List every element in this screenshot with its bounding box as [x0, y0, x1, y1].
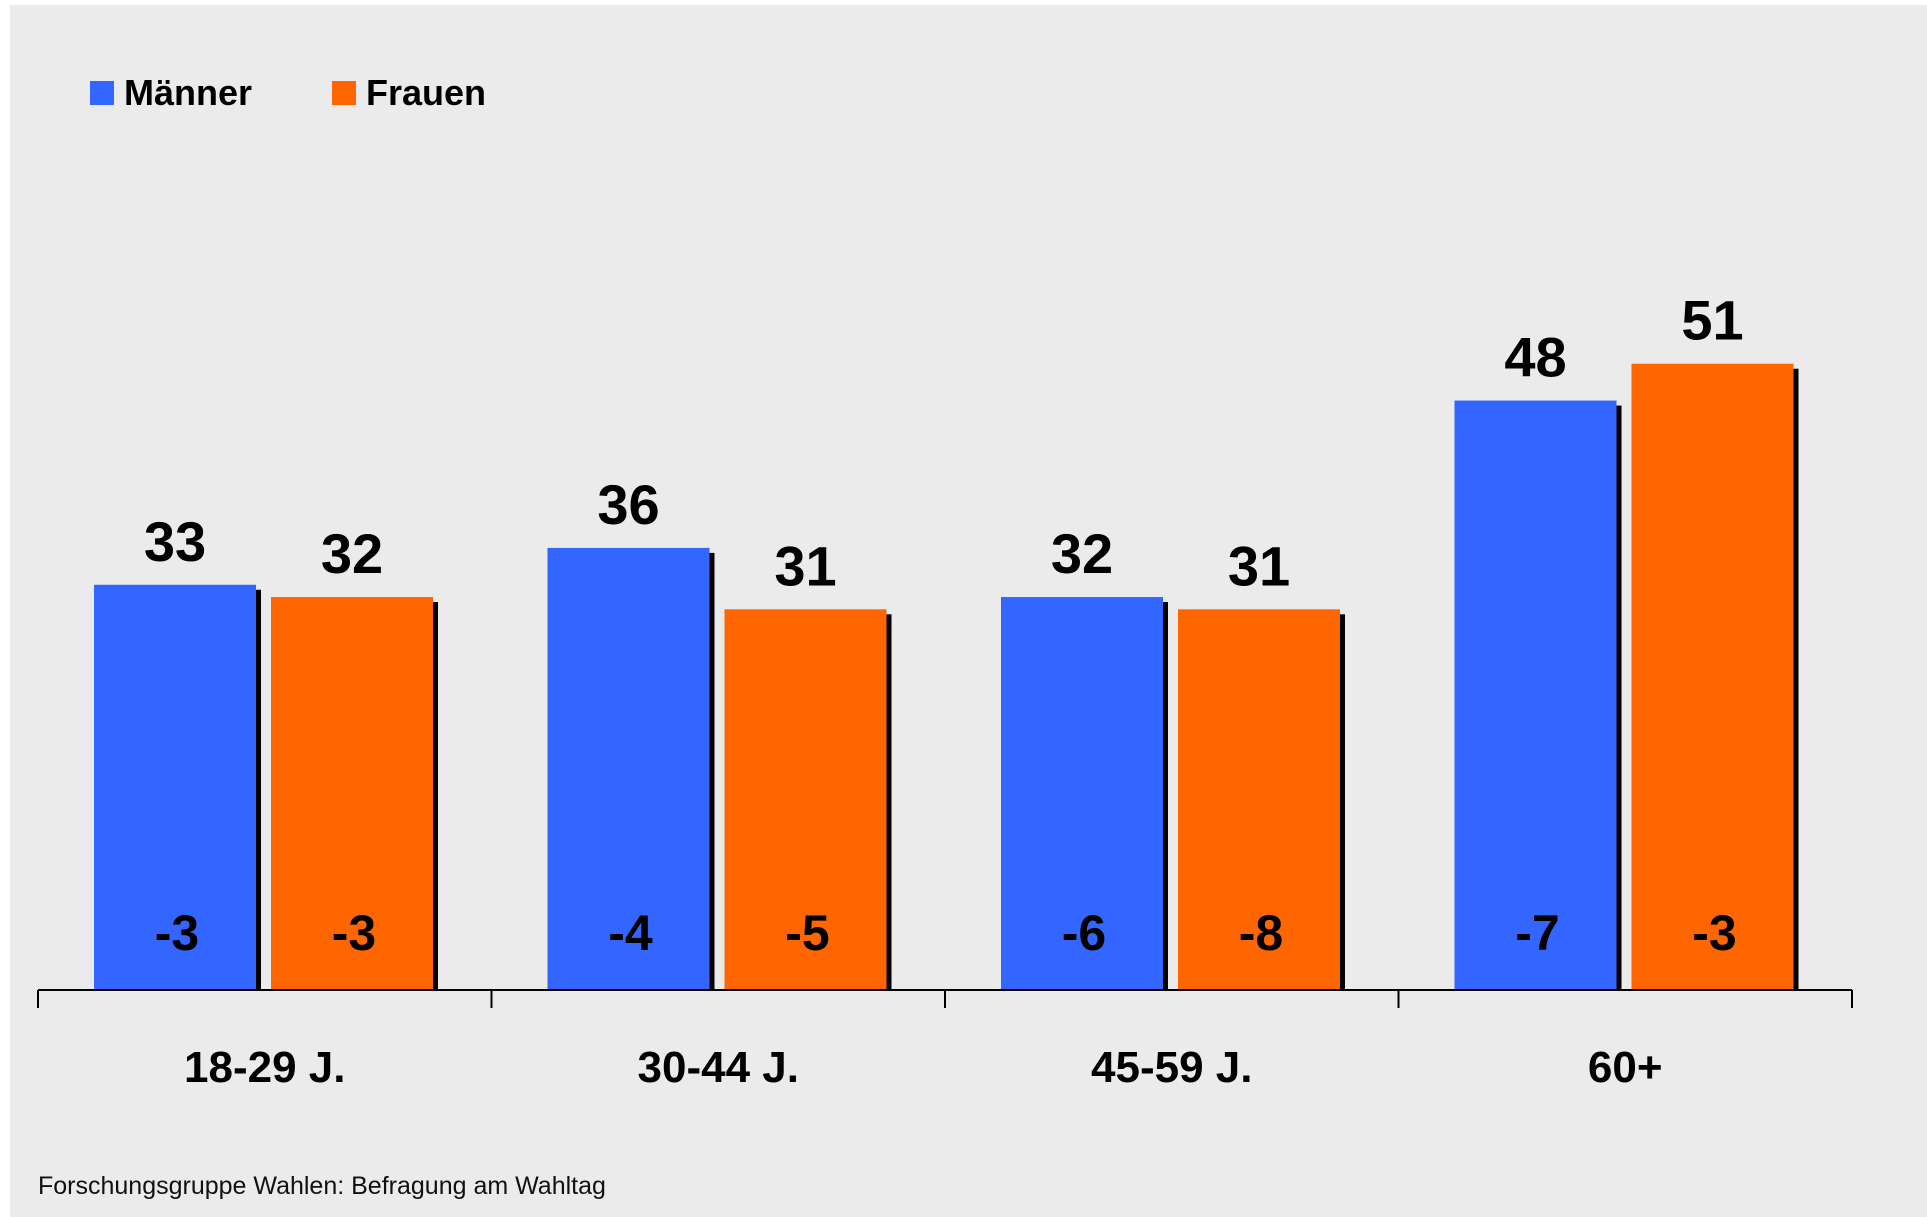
x-tick-label: 18-29 J.	[184, 1043, 345, 1092]
bar-change-label: -3	[332, 905, 376, 961]
bar	[1454, 400, 1617, 990]
bar-value-label: 48	[1504, 326, 1566, 389]
legend-label: Frauen	[366, 72, 486, 113]
bar-value-label: 31	[774, 534, 836, 597]
bar-change-label: -6	[1062, 905, 1106, 961]
bar-value-label: 36	[597, 473, 659, 536]
bar	[724, 609, 887, 990]
bar-change-label: -3	[155, 905, 199, 961]
source-note: Forschungsgruppe Wahlen: Befragung am Wa…	[38, 1172, 606, 1200]
legend-swatch	[332, 81, 356, 105]
bar	[271, 597, 433, 990]
x-tick-label: 60+	[1588, 1043, 1663, 1092]
bar-change-label: -4	[608, 905, 653, 961]
bar-change-label: -7	[1515, 905, 1559, 961]
bar-value-label: 33	[144, 510, 206, 573]
bar-change-label: -8	[1239, 905, 1283, 961]
x-tick-label: 30-44 J.	[638, 1043, 799, 1092]
bar	[547, 547, 710, 990]
bar-change-label: -5	[785, 905, 829, 961]
bar	[1631, 363, 1794, 991]
bar	[94, 584, 256, 990]
x-tick-label: 45-59 J.	[1091, 1043, 1252, 1092]
bar-value-label: 31	[1228, 534, 1290, 597]
bar	[1001, 597, 1163, 990]
bar-value-label: 51	[1681, 289, 1743, 352]
bar-value-label: 32	[321, 522, 383, 585]
bar	[1178, 609, 1340, 990]
legend-label: Männer	[124, 72, 252, 113]
legend-swatch	[90, 81, 114, 105]
bar-value-label: 32	[1051, 522, 1113, 585]
bar-change-label: -3	[1692, 905, 1736, 961]
